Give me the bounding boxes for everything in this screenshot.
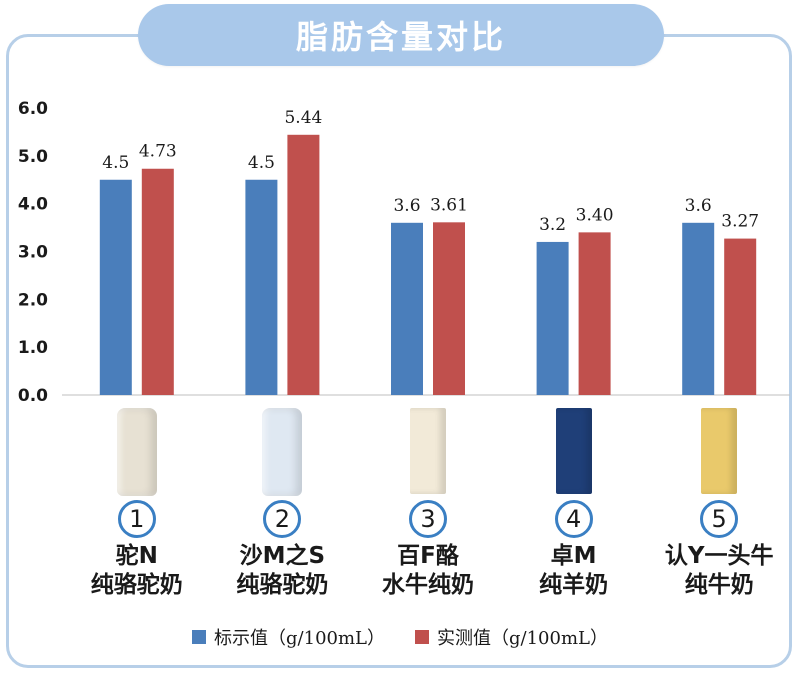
bar-declared (536, 241, 569, 395)
data-label: 3.2 (539, 215, 566, 235)
product-package-image (697, 408, 741, 498)
legend-item-declared: 标示值（g/100mL） (192, 624, 385, 650)
y-tick-label: 6.0 (18, 99, 48, 119)
data-label: 3.27 (721, 212, 759, 232)
milk-carton-icon (410, 408, 446, 494)
data-label: 5.44 (284, 108, 322, 128)
bar-measured (287, 134, 320, 395)
legend-label-declared: 标示值（g/100mL） (214, 628, 385, 649)
product-number-badge: 5 (700, 500, 739, 538)
legend-label-measured: 实测值（g/100mL） (437, 628, 608, 649)
data-label: 4.73 (139, 142, 177, 162)
product-package-image (406, 408, 450, 498)
product-brand: 卓M (550, 543, 597, 569)
bar-declared (245, 179, 278, 395)
y-tick-label: 2.0 (18, 290, 48, 310)
legend-swatch-measured (415, 630, 429, 644)
milk-carton-icon (555, 408, 592, 494)
product-brand: 沙M之S (239, 543, 326, 569)
legend-item-measured: 实测值（g/100mL） (415, 624, 608, 650)
product-number-badge: 3 (409, 500, 447, 538)
chart-legend: 标示值（g/100mL） 实测值（g/100mL） (0, 624, 800, 650)
product-type: 纯羊奶 (539, 572, 609, 598)
legend-swatch-declared (192, 630, 207, 644)
chart-title: 脂肪含量对比 (138, 4, 664, 66)
bar-declared (391, 222, 423, 395)
product-package-image (552, 408, 596, 498)
bar-declared (99, 179, 132, 395)
product-package-image (260, 408, 304, 498)
milk-can-icon (116, 408, 157, 496)
bar-measured (578, 232, 611, 395)
product-package-image (115, 408, 159, 498)
product-type: 纯骆驼奶 (90, 572, 183, 598)
product-item: 4 卓M 纯羊奶 (484, 408, 664, 600)
product-brand: 百F酪 (397, 543, 459, 569)
product-number-badge: 4 (554, 500, 593, 538)
product-item: 1 驼N 纯骆驼奶 (47, 408, 227, 600)
data-label: 3.6 (685, 196, 712, 216)
product-type: 纯牛奶 (684, 572, 754, 598)
y-tick-label: 0.0 (18, 386, 48, 406)
product-number-badge: 2 (263, 500, 302, 538)
bar-declared (682, 222, 715, 395)
y-tick-label: 4.0 (18, 195, 48, 215)
data-label: 3.61 (430, 195, 468, 215)
product-item: 3 百F酪水牛纯奶 (338, 408, 518, 600)
data-label: 4.5 (102, 153, 129, 173)
data-label: 4.5 (248, 153, 275, 173)
data-label: 3.6 (393, 196, 420, 216)
product-number-badge: 1 (117, 500, 156, 538)
bar-measured (141, 168, 174, 395)
bar-measured (724, 238, 757, 395)
y-tick-label: 1.0 (18, 338, 48, 358)
y-tick-label: 3.0 (18, 243, 48, 263)
product-brand: 认Y一头牛 (664, 543, 774, 569)
y-tick-label: 5.0 (18, 147, 48, 167)
product-item: 2 沙M之S 纯骆驼奶 (192, 408, 372, 600)
product-type: 水牛纯奶 (382, 572, 474, 598)
bar-measured (433, 222, 465, 395)
milk-carton-icon (701, 408, 738, 494)
milk-can-icon (262, 408, 303, 496)
product-brand: 驼N (115, 543, 158, 569)
product-item: 5 认Y一头牛纯牛奶 (629, 408, 800, 600)
data-label: 3.40 (576, 205, 614, 225)
product-type: 纯骆驼奶 (236, 572, 329, 598)
